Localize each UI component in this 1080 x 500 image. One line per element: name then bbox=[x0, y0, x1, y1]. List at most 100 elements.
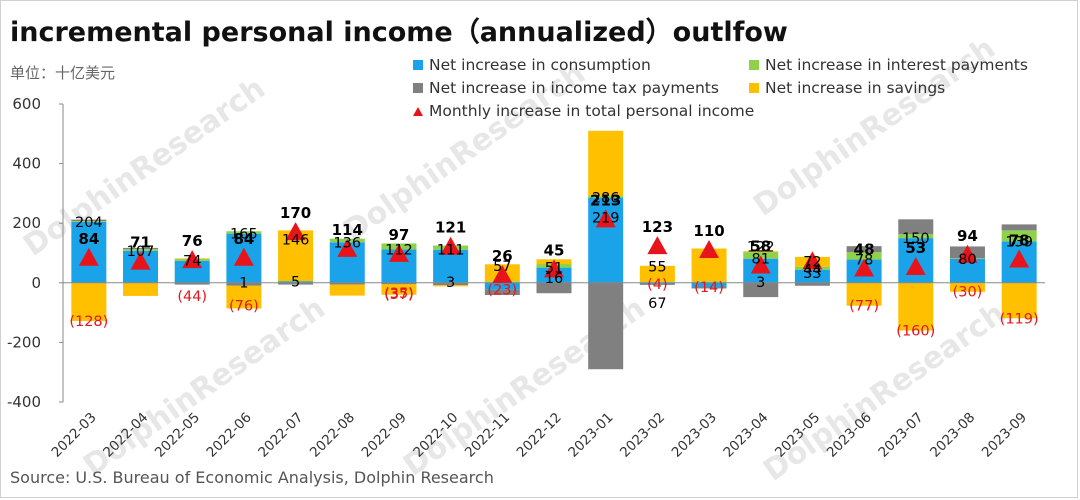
data-label: 204 bbox=[75, 215, 103, 231]
data-label: 139 bbox=[1005, 234, 1033, 250]
data-label: 136 bbox=[333, 235, 361, 251]
x-tick-label: 2023-01 bbox=[565, 410, 616, 461]
marker-total-income bbox=[388, 243, 409, 262]
bar-consumption bbox=[433, 249, 469, 283]
legend-item-interest: Net increase in interest payments bbox=[749, 56, 1028, 74]
x-tick-label: 2023-08 bbox=[927, 410, 978, 461]
bar-interest bbox=[588, 196, 624, 198]
bar-tax bbox=[691, 286, 727, 289]
marker-total-income bbox=[337, 238, 358, 257]
data-label: (119) bbox=[1000, 311, 1039, 327]
bar-tax bbox=[123, 247, 159, 250]
bar-tax bbox=[329, 282, 365, 285]
data-label: 58 bbox=[750, 238, 771, 256]
marker-total-income bbox=[699, 240, 720, 259]
x-tick-label: 2023-07 bbox=[875, 410, 926, 461]
bar-savings bbox=[71, 282, 107, 321]
bar-consumption bbox=[639, 282, 675, 284]
bar-interest bbox=[1001, 230, 1037, 242]
data-label: 94 bbox=[957, 227, 978, 245]
bar-savings bbox=[226, 285, 262, 309]
bar-interest bbox=[226, 231, 262, 234]
data-label: 121 bbox=[435, 219, 466, 237]
y-tick-label: 400 bbox=[12, 155, 41, 173]
legend-swatch-interest bbox=[749, 60, 759, 70]
marker-total-income bbox=[750, 255, 771, 274]
data-label: (77) bbox=[849, 299, 879, 315]
legend-item-consumption: Net increase in consumption bbox=[413, 56, 651, 74]
bar-tax bbox=[846, 246, 882, 253]
x-tick-label: 2022-08 bbox=[307, 410, 358, 461]
data-label: (4) bbox=[647, 277, 668, 293]
bar-savings bbox=[588, 130, 624, 197]
bar-tax bbox=[484, 289, 520, 296]
bar-tax bbox=[433, 282, 469, 286]
bar-tax bbox=[639, 283, 675, 285]
bar-tax bbox=[536, 282, 572, 294]
data-label: 170 bbox=[280, 204, 311, 222]
bar-savings bbox=[329, 284, 365, 296]
marker-total-income bbox=[78, 247, 99, 266]
data-label: 16 bbox=[545, 271, 563, 287]
data-label: 110 bbox=[693, 222, 724, 240]
legend-item-total-income: Monthly increase in total personal incom… bbox=[413, 102, 754, 120]
bar-tax bbox=[381, 282, 417, 285]
marker-total-income bbox=[595, 209, 616, 228]
marker-total-income bbox=[544, 259, 564, 278]
legend-label-savings: Net increase in savings bbox=[765, 79, 946, 97]
bar-interest bbox=[691, 281, 727, 283]
data-label: 107 bbox=[127, 244, 155, 260]
marker-total-income bbox=[802, 251, 823, 270]
data-label: (37) bbox=[384, 287, 414, 303]
legend-label-interest: Net increase in interest payments bbox=[765, 56, 1028, 74]
legend-label-total-income: Monthly increase in total personal incom… bbox=[429, 102, 755, 120]
bar-tax bbox=[794, 282, 830, 286]
data-label: 3 bbox=[446, 275, 455, 291]
bar-savings bbox=[949, 282, 985, 292]
y-tick-label: 200 bbox=[12, 214, 41, 232]
x-tick-label: 2022-06 bbox=[204, 410, 255, 461]
data-label: 146 bbox=[282, 232, 310, 248]
data-label: 55 bbox=[648, 259, 666, 275]
data-label: 80 bbox=[958, 252, 976, 268]
bar-interest bbox=[743, 252, 779, 259]
legend-marker-total-income bbox=[413, 106, 423, 116]
x-tick-label: 2022-07 bbox=[255, 410, 306, 461]
legend-swatch-savings bbox=[749, 83, 759, 93]
x-tick-label: 2023-09 bbox=[979, 410, 1030, 461]
data-label: 122 bbox=[747, 239, 775, 255]
data-label: 84 bbox=[78, 230, 99, 248]
x-tick-label: 2022-12 bbox=[514, 410, 565, 461]
y-tick-label: -200 bbox=[7, 333, 41, 351]
data-label: (30) bbox=[953, 285, 983, 301]
data-label: 72 bbox=[803, 254, 821, 270]
bar-interest bbox=[71, 221, 107, 223]
legend-label-consumption: Net increase in consumption bbox=[429, 56, 651, 74]
bar-tax bbox=[898, 219, 934, 235]
marker-total-income bbox=[1009, 249, 1030, 268]
data-label: 74 bbox=[183, 254, 201, 270]
x-tick-label: 2023-03 bbox=[669, 410, 720, 461]
marker-total-income bbox=[182, 250, 203, 269]
data-label: 84 bbox=[233, 230, 254, 248]
data-label: 1 bbox=[239, 276, 248, 292]
data-label: 123 bbox=[642, 218, 673, 236]
data-label: 44 bbox=[803, 263, 821, 279]
bar-savings bbox=[123, 282, 159, 296]
y-tick-label: -400 bbox=[7, 393, 41, 411]
legend-swatch-consumption bbox=[413, 60, 423, 70]
legend-swatch-tax bbox=[413, 83, 423, 93]
data-label: 26 bbox=[492, 247, 513, 265]
marker-total-income bbox=[647, 236, 668, 255]
bar-tax bbox=[1001, 224, 1037, 231]
data-label: 165 bbox=[230, 227, 258, 243]
data-label: (35) bbox=[384, 286, 414, 302]
bar-tax bbox=[588, 282, 624, 370]
bar-savings bbox=[639, 265, 675, 283]
bar-tax bbox=[174, 282, 210, 285]
data-label: 78 bbox=[855, 253, 873, 269]
data-label: 57 bbox=[493, 259, 511, 275]
bar-tax bbox=[71, 219, 107, 222]
